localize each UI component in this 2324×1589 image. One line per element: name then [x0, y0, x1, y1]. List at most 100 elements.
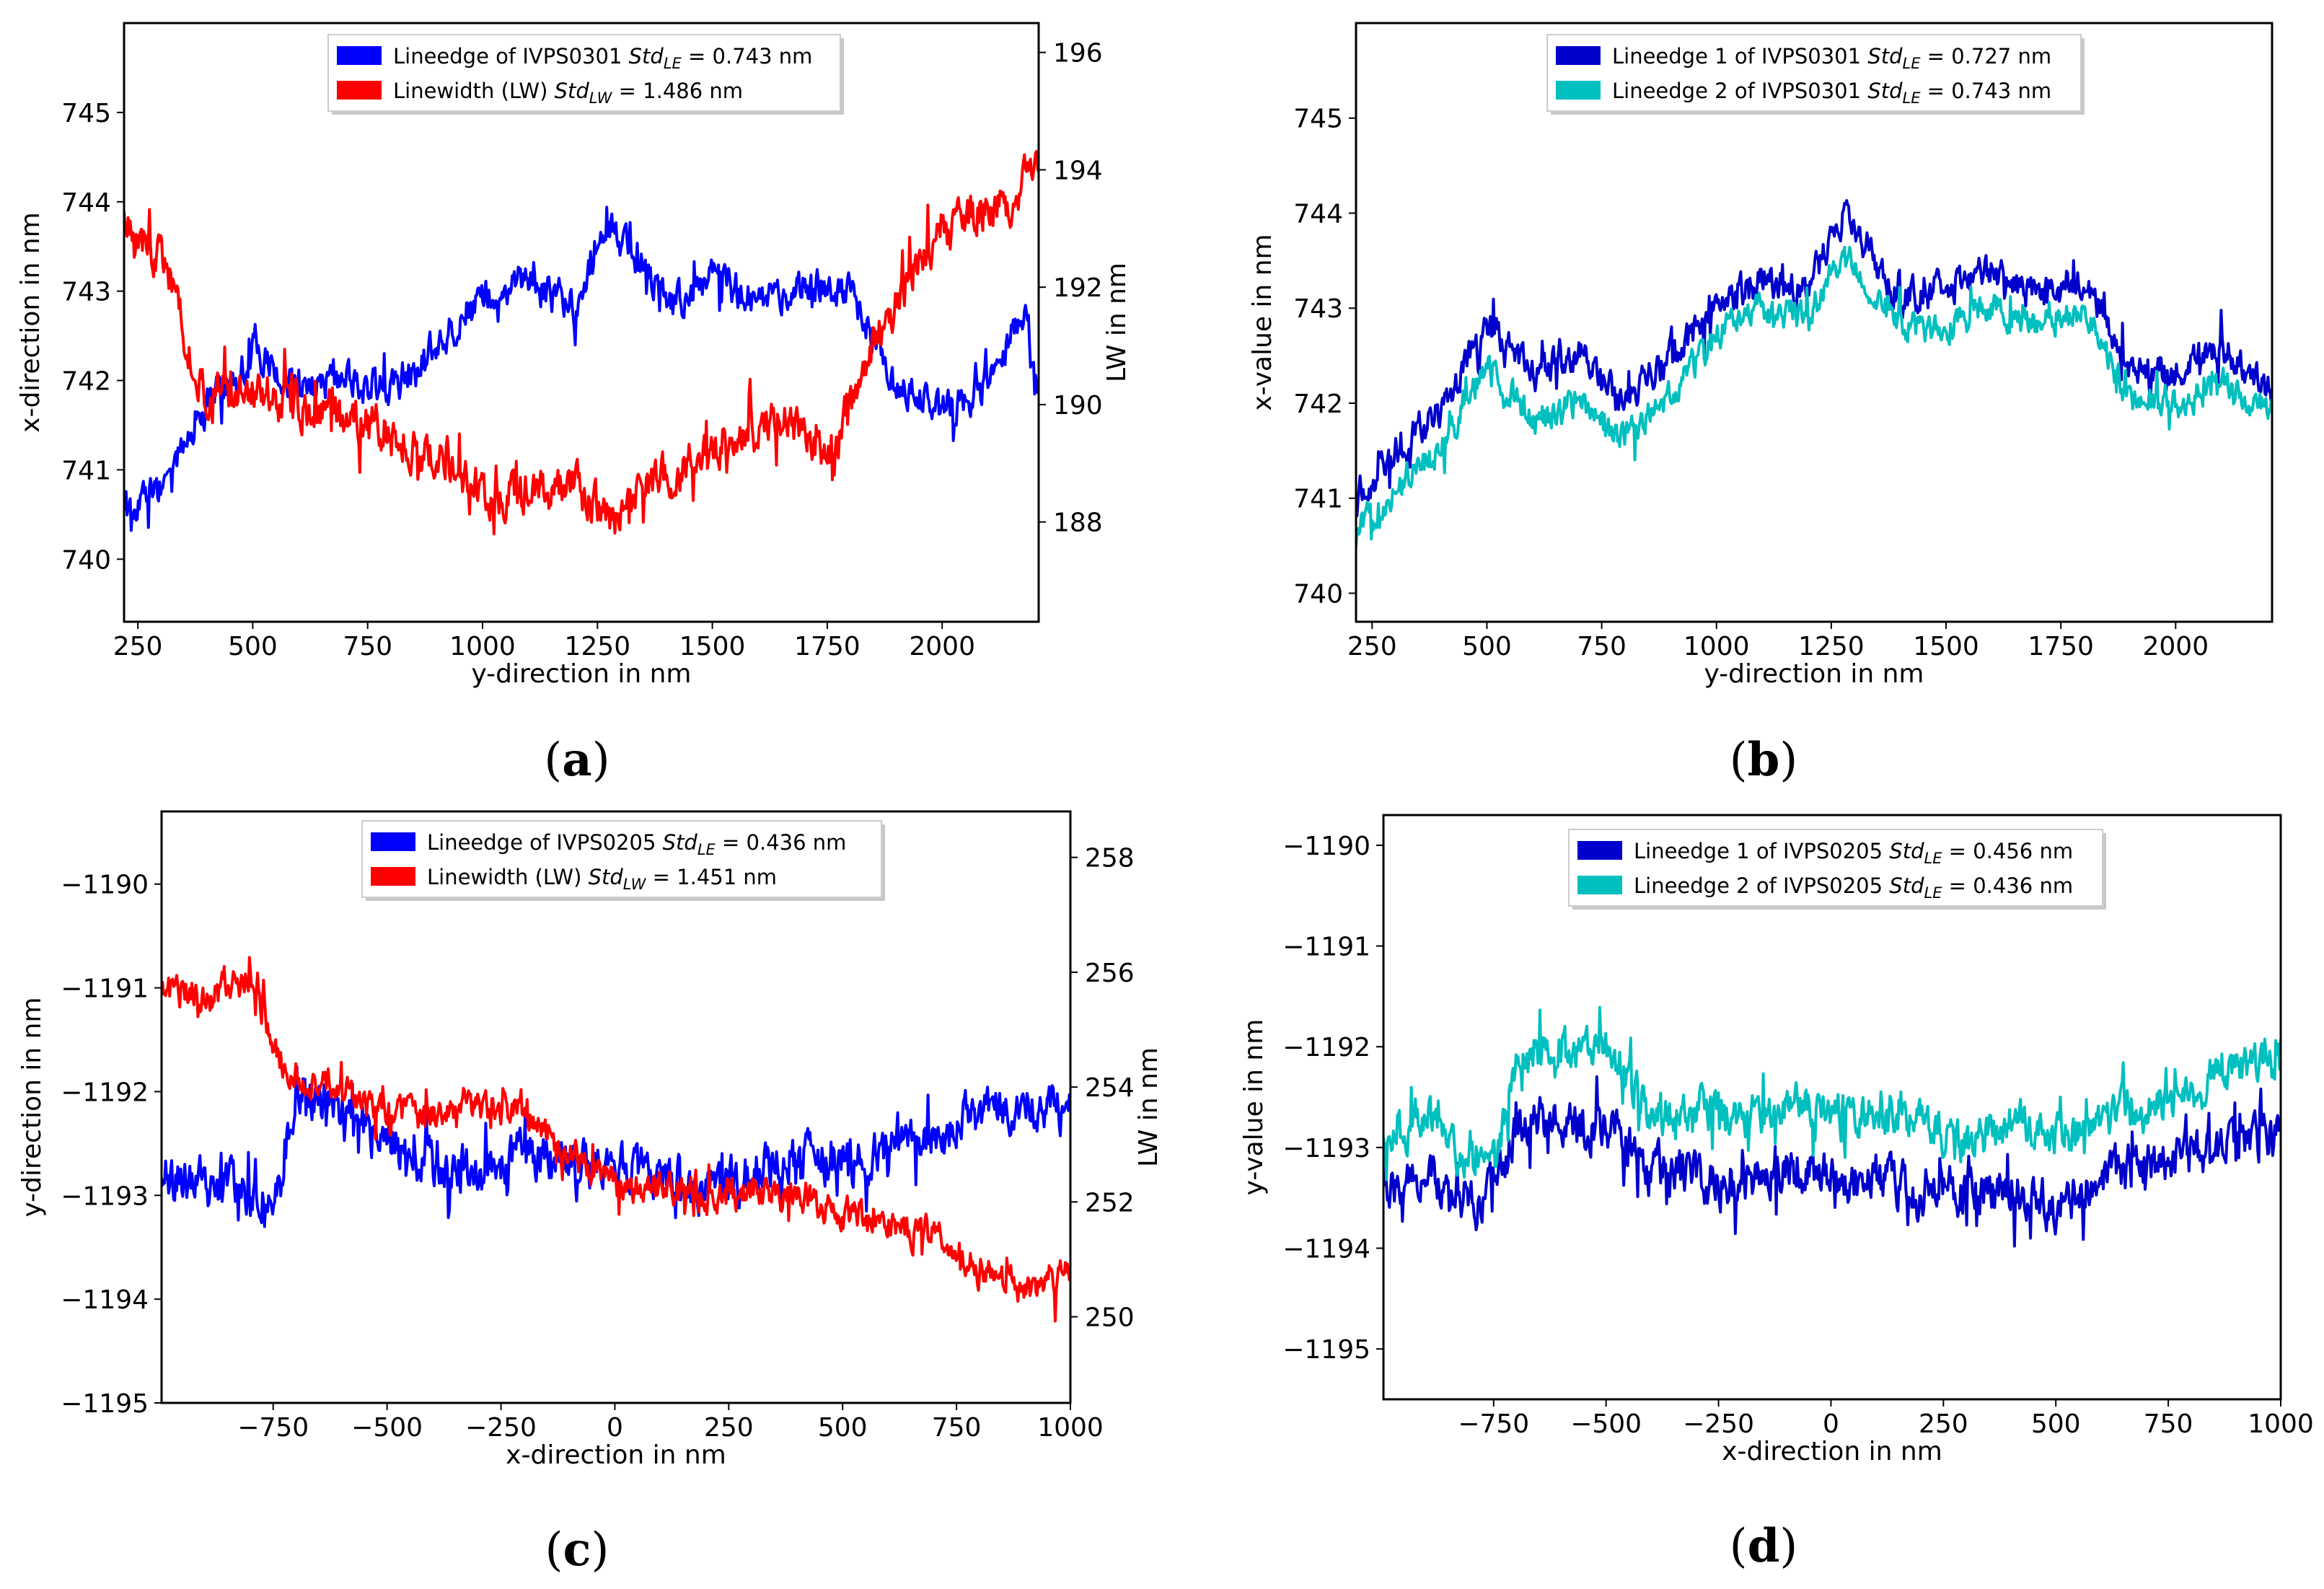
- y-right-tick-label: 192: [1053, 273, 1103, 303]
- y-tick-label: −1190: [61, 871, 149, 900]
- x-tick-label: 1500: [1913, 632, 1979, 661]
- x-axis-label: y-direction in nm: [1704, 659, 1924, 689]
- y-right-tick-label: 194: [1053, 156, 1103, 185]
- x-tick-label: 750: [343, 632, 392, 661]
- y-right-tick-label: 250: [1085, 1303, 1135, 1333]
- x-tick-label: 1000: [1683, 632, 1750, 661]
- y-tick-label: −1195: [1282, 1335, 1370, 1365]
- x-tick-label: 2000: [2143, 632, 2209, 661]
- x-tick-label: 1000: [2248, 1409, 2314, 1439]
- x-tick-label: 0: [1823, 1409, 1839, 1439]
- legend: Lineedge 1 of IVPS0301 StdLE = 0.727 nm L…: [1546, 34, 2085, 115]
- legend-swatch: [1577, 841, 1622, 860]
- series-line-1: [162, 1065, 1070, 1228]
- y-tick-label: 744: [61, 188, 111, 218]
- y-tick-label: −1194: [61, 1285, 149, 1315]
- x-tick-label: 250: [704, 1413, 754, 1443]
- series-line-2: [124, 149, 1039, 536]
- panel-label: (b): [1730, 733, 1798, 787]
- legend-entry: Linewidth (LW) StdLW = 1.486 nm: [393, 79, 743, 107]
- legend: Lineedge of IVPS0301 StdLE = 0.743 nm Lin…: [327, 34, 844, 115]
- legend-swatch: [1577, 876, 1622, 894]
- legend: Lineedge of IVPS0205 StdLE = 0.436 nm Lin…: [361, 820, 885, 901]
- y-tick-label: 740: [1293, 579, 1343, 609]
- y-tick-label: 742: [1293, 389, 1343, 419]
- legend-box: [1546, 34, 2082, 112]
- y-right-tick-label: 188: [1053, 509, 1103, 538]
- legend-entry: Lineedge 1 of IVPS0205 StdLE = 0.456 nm: [1634, 839, 2073, 867]
- legend-entry: Lineedge 2 of IVPS0301 StdLE = 0.743 nm: [1612, 79, 2051, 107]
- x-tick-label: −250: [465, 1413, 537, 1443]
- legend-swatch: [371, 832, 415, 851]
- chart-panel-2: 250 500 750 1000 1250 1500 1750 2000 740 741 742 74…: [1248, 22, 2274, 787]
- x-tick-label: 1500: [679, 632, 746, 661]
- y-tick-label: −1192: [61, 1078, 149, 1107]
- y-tick-label: −1192: [1282, 1033, 1370, 1062]
- series-line-2: [1383, 1005, 2281, 1181]
- y-right-tick-label: 258: [1085, 844, 1135, 873]
- y-axis-label: y-direction in nm: [17, 997, 47, 1217]
- x-tick-label: 250: [1347, 632, 1397, 661]
- x-tick-label: −500: [1570, 1409, 1642, 1439]
- x-tick-label: 750: [932, 1413, 982, 1443]
- x-tick-label: 750: [2144, 1409, 2193, 1439]
- plot-frame: [1382, 814, 2282, 1401]
- x-tick-label: 250: [1919, 1409, 1968, 1439]
- y-tick-label: −1193: [61, 1181, 149, 1211]
- y-tick-label: −1191: [61, 974, 149, 1004]
- y-tick-label: −1195: [61, 1389, 149, 1419]
- legend-entry: Lineedge of IVPS0301 StdLE = 0.743 nm: [393, 44, 812, 72]
- y-tick-label: −1193: [1282, 1134, 1370, 1163]
- legend-entry: Linewidth (LW) StdLW = 1.451 nm: [427, 865, 777, 893]
- x-tick-label: 500: [2031, 1409, 2081, 1439]
- legend-box: [361, 820, 882, 898]
- panel-label: (a): [544, 733, 609, 787]
- x-tick-label: −250: [1683, 1409, 1754, 1439]
- legend-entry: Lineedge of IVPS0205 StdLE = 0.436 nm: [427, 830, 846, 858]
- x-tick-label: 1250: [564, 632, 630, 661]
- y-tick-label: 741: [1293, 485, 1343, 514]
- y-tick-label: 744: [1293, 199, 1343, 229]
- y-axis-label: x-direction in nm: [16, 212, 45, 433]
- x-axis-label: x-direction in nm: [506, 1440, 726, 1470]
- x-axis-label: y-direction in nm: [471, 659, 691, 689]
- plot-frame: [123, 22, 1040, 623]
- x-tick-label: 750: [1577, 632, 1627, 661]
- legend-swatch: [337, 46, 382, 65]
- chart-panel-3: −750 −500 −250 0 250 500 750 1000 −1195 −1194 −119…: [17, 810, 1163, 1577]
- series-line-1: [1383, 1075, 2281, 1248]
- series-line-1: [124, 206, 1039, 532]
- y-tick-label: −1190: [1282, 832, 1370, 861]
- x-tick-label: 1750: [2028, 632, 2094, 661]
- chart-panel-4: −750 −500 −250 0 250 500 750 1000 −1195 −1194 −119…: [1239, 814, 2314, 1573]
- y-right-axis-label: LW in nm: [1134, 1047, 1163, 1167]
- y-tick-label: 743: [61, 278, 111, 307]
- x-tick-label: 1250: [1798, 632, 1865, 661]
- legend-entry: Lineedge 2 of IVPS0205 StdLE = 0.436 nm: [1634, 873, 2073, 902]
- y-right-tick-label: 254: [1085, 1073, 1135, 1103]
- y-tick-label: 745: [1293, 105, 1343, 134]
- legend-swatch: [1556, 81, 1601, 100]
- y-right-tick-label: 196: [1053, 39, 1103, 69]
- y-axis-label: x-value in nm: [1248, 234, 1277, 410]
- series-line-2: [162, 956, 1070, 1323]
- series-line-1: [1356, 199, 2272, 517]
- plot-frame: [160, 810, 1072, 1404]
- y-axis-label: y-value in nm: [1239, 1019, 1269, 1196]
- legend-box: [327, 34, 841, 112]
- y-right-tick-label: 252: [1085, 1188, 1135, 1218]
- panel-label: (c): [545, 1523, 609, 1577]
- y-tick-label: 740: [61, 545, 111, 575]
- x-axis-label: x-direction in nm: [1722, 1437, 1942, 1466]
- y-tick-label: −1191: [1282, 933, 1370, 962]
- x-tick-label: 1000: [449, 632, 516, 661]
- legend-swatch: [371, 867, 415, 886]
- legend-swatch: [1556, 46, 1601, 65]
- x-tick-label: 250: [113, 632, 163, 661]
- legend-swatch: [337, 81, 382, 100]
- x-tick-label: 2000: [909, 632, 975, 661]
- y-tick-label: 742: [61, 367, 111, 397]
- x-tick-label: 500: [818, 1413, 868, 1443]
- x-tick-label: 1000: [1037, 1413, 1104, 1443]
